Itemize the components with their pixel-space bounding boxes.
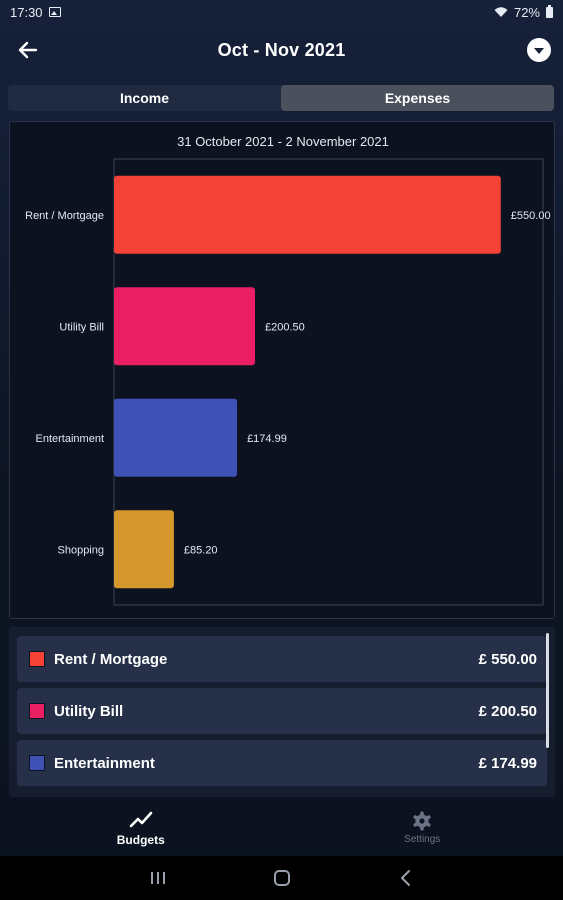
battery-percent: 72% (513, 4, 540, 20)
bar (114, 510, 174, 589)
legend-item-entertainment[interactable]: Entertainment £ 174.99 (17, 740, 547, 786)
status-left: 17:30 (10, 5, 61, 20)
trend-line-icon (129, 811, 153, 827)
nav-settings[interactable]: Settings (282, 800, 563, 856)
legend-swatch (29, 703, 45, 719)
page-title: Oct - Nov 2021 (217, 39, 346, 60)
legend-swatch (29, 755, 45, 771)
nav-budgets-label: Budgets (116, 832, 165, 847)
nav-settings-label: Settings (404, 834, 441, 845)
legend-scrollbar[interactable] (546, 633, 549, 748)
bottom-nav: Budgets Settings (0, 800, 563, 856)
status-time: 17:30 (10, 4, 43, 20)
chart-card: 31 October 2021 - 2 November 2021 Rent /… (9, 121, 555, 619)
app-bar: Oct - Nov 2021 (0, 24, 563, 76)
recents-icon (150, 872, 165, 884)
tab-income[interactable]: Income (8, 85, 281, 111)
expense-bar-chart: Rent / Mortgage £550.00 Utility Bill £200.5… (25, 158, 551, 606)
legend-list: Rent / Mortgage £ 550.00 Utility Bill £ … (9, 627, 555, 797)
type-tabs: Income Expenses (8, 85, 554, 111)
value-label: £85.20 (184, 544, 218, 556)
legend-amount: £ 550.00 (478, 650, 537, 668)
bar (114, 398, 238, 477)
legend-label: Entertainment (54, 754, 155, 772)
wifi-icon (494, 7, 508, 17)
tab-expenses[interactable]: Expenses (281, 85, 554, 111)
arrow-left-icon (18, 41, 38, 59)
battery-icon (546, 4, 553, 18)
period-menu-button[interactable] (527, 38, 551, 62)
legend-item-rent[interactable]: Rent / Mortgage £ 550.00 (17, 636, 547, 682)
legend-item-utility-bill[interactable]: Utility Bill £ 200.50 (17, 688, 547, 734)
status-bar: 17:30 72% (0, 0, 563, 24)
gear-icon (413, 811, 431, 831)
back-icon (400, 870, 410, 886)
category-label: Entertainment (36, 433, 104, 445)
legend-label: Utility Bill (54, 702, 124, 720)
bar (114, 287, 256, 366)
value-label: £550.00 (511, 210, 551, 222)
value-label: £200.50 (265, 321, 305, 333)
gallery-icon (48, 7, 61, 17)
legend-label: Rent / Mortgage (54, 650, 168, 668)
plot-frame (113, 158, 544, 606)
category-label: Shopping (58, 544, 105, 556)
legend-amount: £ 174.99 (478, 754, 537, 772)
value-label: £174.99 (247, 433, 287, 445)
system-nav-bar (0, 856, 563, 900)
system-back-button[interactable] (392, 864, 420, 892)
home-icon (273, 870, 290, 886)
chart-title: 31 October 2021 - 2 November 2021 (177, 134, 389, 149)
legend-amount: £ 200.50 (478, 702, 537, 720)
home-button[interactable] (268, 864, 296, 892)
status-right: 72% (494, 4, 553, 20)
category-label: Utility Bill (59, 321, 104, 333)
nav-budgets[interactable]: Budgets (0, 800, 282, 856)
recents-button[interactable] (144, 864, 172, 892)
legend-swatch (29, 651, 45, 667)
back-button[interactable] (14, 36, 42, 64)
category-label: Rent / Mortgage (25, 210, 104, 222)
chevron-down-icon (534, 48, 544, 54)
bar (114, 175, 501, 254)
